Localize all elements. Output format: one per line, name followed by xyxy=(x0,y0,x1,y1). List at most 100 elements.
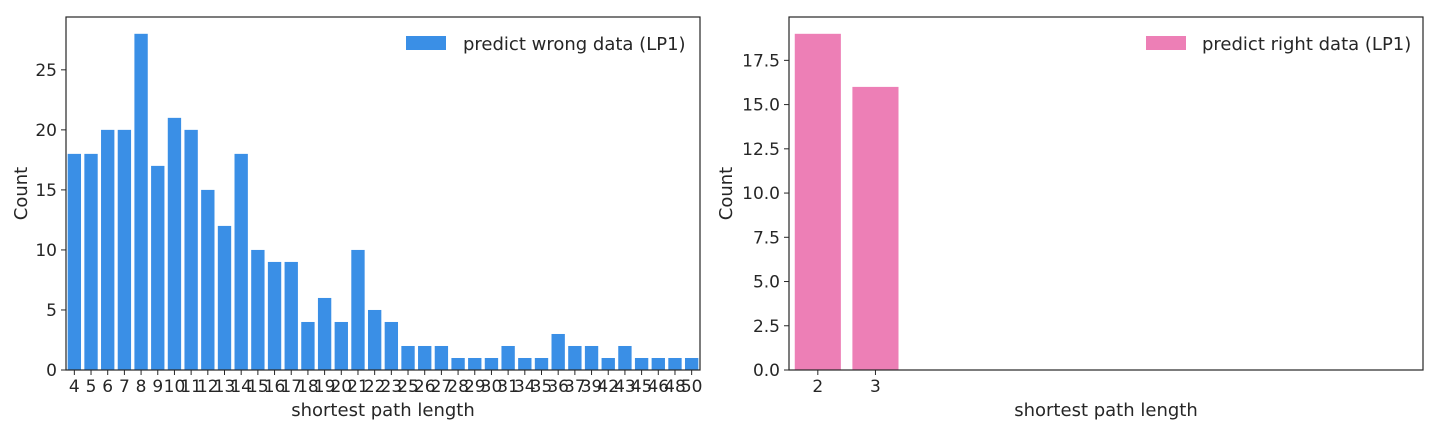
left-x-tick-label: 14 xyxy=(230,377,252,397)
left-x-tick-label: 15 xyxy=(247,377,269,397)
left-bar xyxy=(634,357,649,370)
left-bar xyxy=(584,345,599,370)
left-x-tick-label: 31 xyxy=(497,377,519,397)
left-bar xyxy=(151,165,165,370)
left-y-tick-label: 5 xyxy=(46,301,57,321)
left-x-tick-label: 18 xyxy=(297,377,319,397)
left-x-tick-label: 4 xyxy=(69,377,80,397)
left-x-tick-label: 21 xyxy=(347,377,369,397)
left-bar xyxy=(367,309,382,370)
left-bar xyxy=(117,129,132,370)
left-legend-label: predict wrong data (LP1) xyxy=(463,34,686,55)
right-y-tick-label: 10.0 xyxy=(742,184,780,204)
left-x-tick-label: 35 xyxy=(531,377,553,397)
left-bar xyxy=(101,129,115,370)
left-x-tick-label: 45 xyxy=(631,377,653,397)
left-x-ticks: 4 5 6 7 8 9 1011121314151617181920212223252627… xyxy=(69,370,703,397)
left-x-tick-label: 22 xyxy=(364,377,386,397)
left-x-tick-label: 28 xyxy=(447,377,469,397)
left-bar xyxy=(401,345,415,370)
left-bar xyxy=(468,357,482,370)
left-x-tick-label: 46 xyxy=(647,377,669,397)
left-x-tick-label: 20 xyxy=(330,377,352,397)
left-bar xyxy=(451,357,465,370)
left-x-tick-label: 9 xyxy=(152,377,163,397)
left-bar xyxy=(217,225,232,370)
left-bar xyxy=(284,261,298,370)
right-x-tick-label: 2 xyxy=(812,377,823,397)
left-x-tick-label: 13 xyxy=(214,377,236,397)
left-y-tick-label: 25 xyxy=(35,61,57,81)
left-bar xyxy=(351,249,365,370)
left-x-tick-label: 39 xyxy=(581,377,603,397)
left-x-tick-label: 42 xyxy=(597,377,619,397)
left-legend: predict wrong data (LP1) xyxy=(406,34,686,55)
left-x-tick-label: 26 xyxy=(414,377,436,397)
right-y-tick-label: 0.0 xyxy=(753,361,780,381)
right-y-axis-label: Count xyxy=(716,167,737,220)
left-bar xyxy=(418,345,432,370)
left-x-tick-label: 17 xyxy=(280,377,302,397)
left-bar xyxy=(568,345,582,370)
left-y-axis-label: Count xyxy=(11,167,32,220)
left-x-tick-label: 10 xyxy=(164,377,186,397)
left-bar xyxy=(84,153,98,370)
left-bar xyxy=(434,345,449,370)
right-y-tick-label: 5.0 xyxy=(753,273,780,293)
right-y-tick-label: 12.5 xyxy=(742,140,780,160)
left-x-tick-label: 6 xyxy=(102,377,113,397)
right-y-tick-label: 7.5 xyxy=(753,228,780,248)
left-x-tick-label: 23 xyxy=(381,377,403,397)
left-x-tick-label: 7 xyxy=(119,377,130,397)
left-x-tick-label: 29 xyxy=(464,377,486,397)
left-bar xyxy=(501,345,515,370)
left-bar xyxy=(384,321,399,370)
left-x-tick-label: 36 xyxy=(547,377,569,397)
left-x-tick-label: 16 xyxy=(264,377,286,397)
left-bar xyxy=(267,261,282,370)
left-x-tick-label: 12 xyxy=(197,377,219,397)
left-x-tick-label: 48 xyxy=(664,377,686,397)
right-y-ticks: 0.0 2.5 5.0 7.5 10.0 12.5 15.0 17.5 xyxy=(742,51,789,381)
left-x-axis-label: shortest path length xyxy=(291,400,475,421)
left-bar xyxy=(134,33,148,371)
left-x-tick-label: 30 xyxy=(481,377,503,397)
left-y-tick-label: 0 xyxy=(46,361,57,381)
left-bar xyxy=(301,321,315,370)
left-bar xyxy=(67,153,82,370)
left-x-tick-label: 5 xyxy=(86,377,97,397)
right-x-axis-label: shortest path length xyxy=(1014,400,1198,421)
left-x-tick-label: 43 xyxy=(614,377,636,397)
right-bars xyxy=(794,33,899,371)
left-x-tick-label: 11 xyxy=(180,377,202,397)
left-x-tick-label: 37 xyxy=(564,377,586,397)
left-bar xyxy=(167,117,182,370)
left-bar xyxy=(184,129,198,370)
left-x-tick-label: 34 xyxy=(514,377,536,397)
left-x-tick-label: 27 xyxy=(431,377,453,397)
left-bar xyxy=(618,345,632,370)
left-x-tick-label: 25 xyxy=(397,377,419,397)
left-bar xyxy=(601,357,615,370)
left-bar xyxy=(551,333,565,370)
left-y-tick-label: 15 xyxy=(35,181,57,201)
left-bar xyxy=(484,357,499,370)
left-legend-swatch xyxy=(406,36,446,50)
left-plot-frame xyxy=(65,16,701,371)
left-bar xyxy=(334,321,348,370)
left-bar xyxy=(251,249,265,370)
left-x-tick-label: 50 xyxy=(681,377,703,397)
left-bar xyxy=(234,153,248,370)
left-bar xyxy=(317,297,332,370)
left-y-tick-label: 20 xyxy=(35,121,57,141)
right-bar xyxy=(794,33,841,371)
left-bar xyxy=(668,357,682,370)
left-bar xyxy=(534,357,549,370)
right-legend-swatch xyxy=(1146,36,1186,50)
left-bar xyxy=(201,189,215,370)
left-bars xyxy=(67,33,699,371)
left-bar xyxy=(518,357,532,370)
